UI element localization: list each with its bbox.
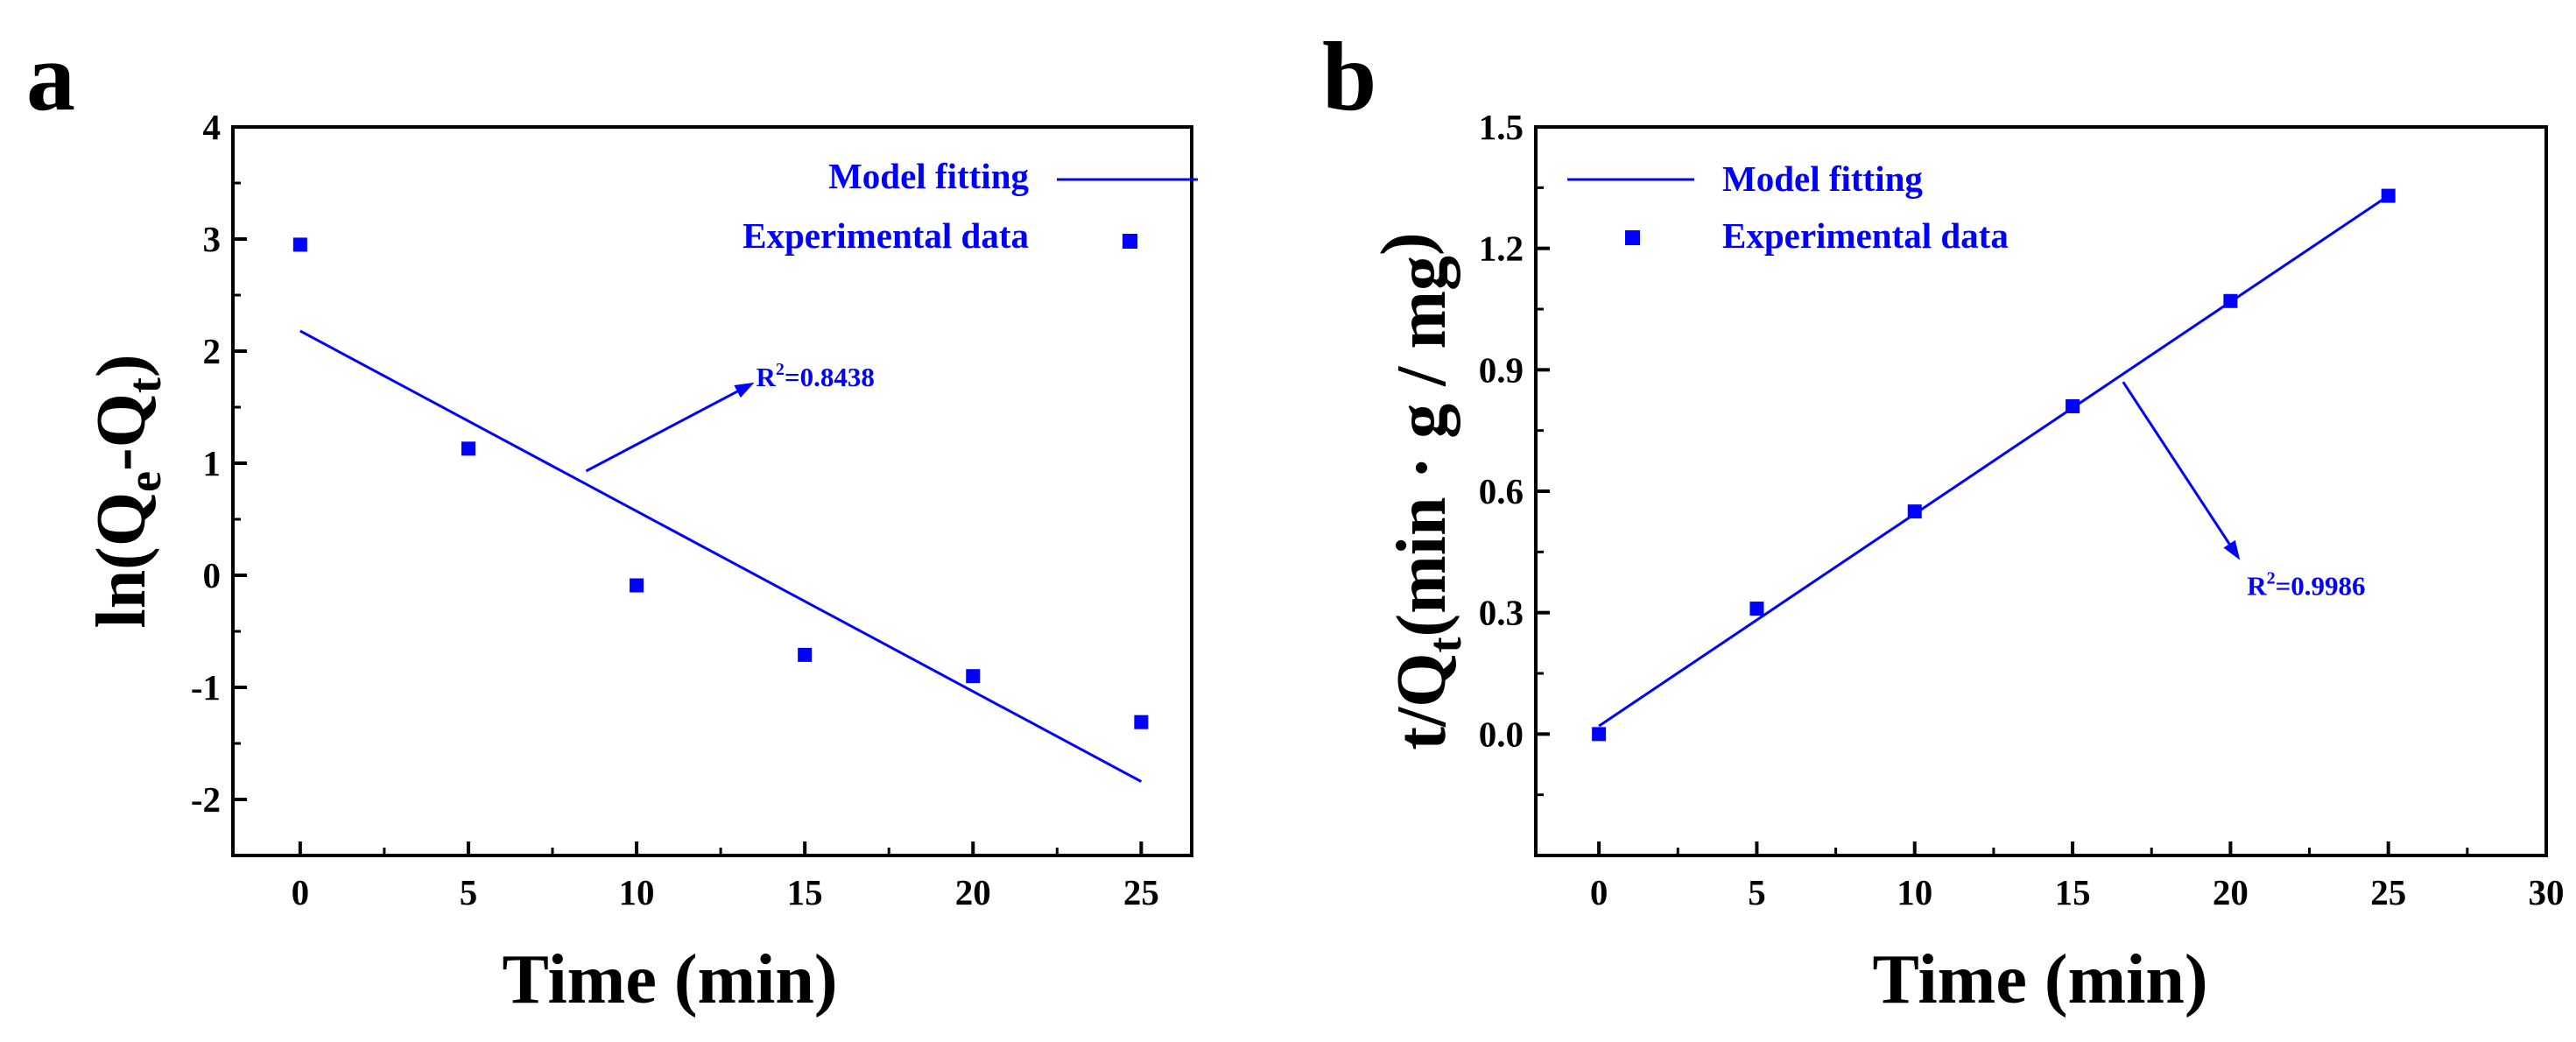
- panel-a-data-points: [292, 237, 1149, 729]
- panel-b-annotation-arrowhead: [2223, 539, 2241, 560]
- panel-a-y-tick-label: 1: [203, 443, 222, 483]
- panel-b-data-points: [1592, 188, 2396, 742]
- panel-b-data-point: [2223, 293, 2238, 308]
- panel-b-y-tick-label: 1.2: [1479, 229, 1524, 269]
- panel-a-x-tick-label: 5: [460, 872, 478, 912]
- panel-a-r-squared-value: =0.8438: [785, 362, 875, 392]
- panel-b-x-tick-label: 10: [1897, 872, 1932, 912]
- panel-a-y-tick-label: 2: [203, 331, 222, 371]
- panel-b-x-tick-label: 25: [2370, 872, 2406, 912]
- panel-a-r-squared: R2=0.8438: [757, 360, 875, 392]
- panel-b-x-tick-label: 20: [2213, 872, 2249, 912]
- panel-b-y-tick-label: 0.9: [1479, 349, 1524, 390]
- panel-b-fit-line: [1598, 194, 2389, 728]
- panel-a-y-title-part3: ): [83, 354, 160, 377]
- panel-b-data-point: [2066, 398, 2080, 413]
- panel-a-plot-frame: [231, 125, 1193, 857]
- panel-a-y-tick-label: -1: [191, 667, 221, 708]
- panel-b-plot-frame: [1534, 125, 2548, 857]
- panel-b-x-tick-label: 5: [1748, 872, 1766, 912]
- panel-b-legend-data-label: Experimental data: [1722, 215, 2009, 256]
- panel-a-legend-fit-label: Model fitting: [828, 156, 1029, 196]
- panel-a-annotation-arrowhead: [734, 382, 755, 398]
- panel-b-legend: Model fitting Experimental data: [1567, 158, 2009, 256]
- panel-a-r-squared-sup: 2: [776, 360, 785, 379]
- panel-a-legend-data-label: Experimental data: [743, 215, 1029, 256]
- panel-b-annotation-arrow: [2122, 381, 2231, 546]
- panel-b: b 0 5 10 15 20 25 30 0.0 0.3 0.6 0.9 1.2 1.5 Model …: [1322, 23, 2565, 1018]
- panel-a-y-title-sub-t: t: [118, 377, 171, 393]
- panel-b-r-squared-value: =0.9986: [2276, 571, 2366, 602]
- panel-a-y-tick-label: 3: [203, 219, 222, 259]
- panel-a-annotation: R2=0.8438: [585, 360, 875, 473]
- panel-b-y-ticks: 0.0 0.3 0.6 0.9 1.2 1.5: [1479, 107, 1550, 797]
- panel-a-x-tick-label: 10: [619, 872, 655, 912]
- panel-a-annotation-arrow: [585, 390, 738, 473]
- panel-a-y-title-sub-e: e: [118, 471, 171, 492]
- panel-b-y-tick-label: 0.6: [1479, 471, 1524, 511]
- panel-a-data-point: [1134, 715, 1149, 729]
- panel-a-x-axis-title: Time (min): [503, 941, 838, 1018]
- panel-a-data-point: [630, 578, 644, 593]
- panel-b-y-title-part1: t/Q: [1383, 653, 1460, 750]
- panel-b-x-tick-label: 30: [2529, 872, 2565, 912]
- panel-b-y-tick-label: 0.3: [1479, 593, 1524, 633]
- panel-a-x-tick-label: 15: [787, 872, 823, 912]
- panel-a-y-ticks: -2 -1 0 1 2 3 4: [191, 107, 247, 857]
- panel-a-fit-line: [299, 329, 1143, 783]
- panel-a-legend-data-marker: [1123, 234, 1137, 249]
- panel-a-x-tick-label: 20: [955, 872, 991, 912]
- panel-a-legend: Model fitting Experimental data: [743, 156, 1198, 256]
- panel-a-y-title-part1: ln(Q: [83, 492, 160, 629]
- panel-b-legend-data-marker: [1625, 230, 1640, 245]
- panel-a-x-tick-label: 0: [292, 872, 310, 912]
- panel-b-y-title-sub-t: t: [1418, 637, 1471, 653]
- panel-b-y-axis-title: t/Qt(min · g / mg): [1368, 232, 1471, 750]
- panel-b-data-point: [1907, 504, 1922, 519]
- panel-b-y-title-part3: ): [1368, 232, 1445, 256]
- panel-a-data-point: [292, 237, 307, 252]
- panel-a-y-tick-label: -2: [191, 779, 221, 820]
- panel-a-y-axis-title: ln(Qe-Qt): [83, 354, 171, 628]
- panel-b-x-tick-label: 0: [1590, 872, 1608, 912]
- panel-a-x-tick-label: 25: [1123, 872, 1159, 912]
- panel-a-y-tick-label: 0: [203, 555, 222, 595]
- panel-b-data-point: [1592, 727, 1607, 742]
- panel-b-r-squared-sup: 2: [2267, 569, 2276, 588]
- panel-b-x-axis-title: Time (min): [1873, 941, 2208, 1018]
- panel-b-data-point: [2381, 188, 2396, 203]
- panel-a-letter: a: [26, 23, 75, 131]
- panel-b-annotation: R2=0.9986: [2122, 381, 2366, 602]
- panel-a: a 0 5 10 15 20 25 -2 -1 0 1 2 3 4 Model fitting Exp…: [26, 23, 1198, 1018]
- panel-b-x-ticks: 0 5 10 15 20 25 30: [1590, 841, 2565, 912]
- panel-b-legend-fit-label: Model fitting: [1722, 158, 1923, 199]
- panel-a-x-ticks: 0 5 10 15 20 25: [292, 841, 1159, 912]
- panel-b-r-squared: R2=0.9986: [2247, 569, 2365, 602]
- panel-b-y-title-part2: (min · g / mg: [1383, 256, 1460, 637]
- panel-a-r-squared-base: R: [757, 362, 777, 392]
- panel-a-data-point: [798, 647, 813, 662]
- panel-a-y-title-part2: -Q: [83, 393, 160, 471]
- panel-b-x-tick-label: 15: [2055, 872, 2091, 912]
- panel-b-y-tick-label: 1.5: [1479, 107, 1524, 147]
- panel-a-y-tick-label: 4: [203, 107, 222, 147]
- panel-a-data-point: [461, 441, 475, 456]
- panel-b-letter: b: [1322, 23, 1376, 131]
- panel-b-r-squared-base: R: [2247, 571, 2267, 602]
- panel-b-data-point: [1749, 602, 1764, 616]
- panel-a-data-point: [966, 669, 981, 684]
- panel-b-y-tick-label: 0.0: [1479, 714, 1524, 754]
